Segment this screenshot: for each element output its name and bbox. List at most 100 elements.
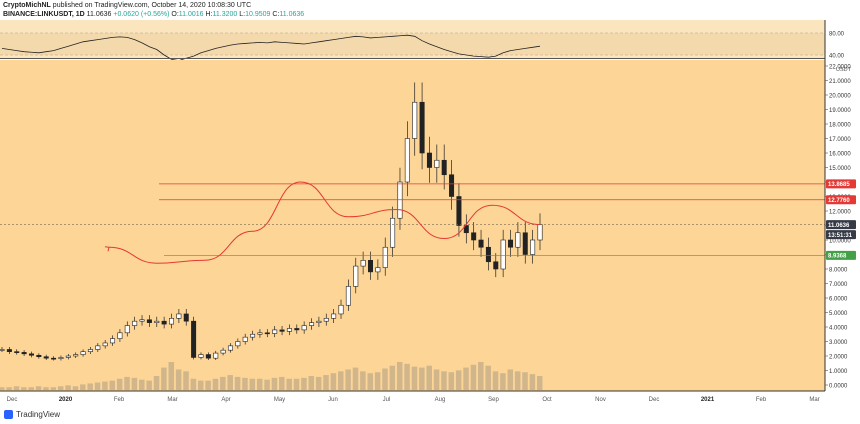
candle [279,329,285,332]
candle [139,319,145,322]
time-tick-label: Feb [756,397,767,403]
volume-bar [183,371,189,390]
price-tick-label: 8.0000 [829,268,848,274]
volume-bar [448,372,455,390]
time-tick-label: 2020 [59,397,73,403]
candle [51,357,57,360]
candle [58,357,64,359]
candle [537,224,543,241]
price-tag [826,230,856,240]
time-axis: Dec 2020 Feb Mar Apr May Jun Jul Aug Sep Oct Nov Dec… [7,397,820,403]
price-tags: 13.8685 12.7760 11.0636 13:51:31 8.9368 [826,179,856,260]
price-tick-label: 0.0000 [829,384,848,390]
time-tick-label: Sep [488,397,499,403]
candle [235,341,241,347]
volume-bar [190,378,197,390]
high-value: 11.3200 [212,11,238,18]
candle [426,152,432,168]
candle [382,246,388,268]
candle [353,265,359,287]
time-scale[interactable] [0,391,860,406]
candle [286,328,292,332]
tradingview-logo[interactable]: TradingView [4,410,60,419]
candle [124,325,130,334]
candle [272,329,278,334]
volume-bar [6,387,12,390]
candle [220,349,226,354]
price-scale[interactable] [825,20,860,406]
time-tick-label: Feb [114,397,125,403]
low-value: 10.9509 [245,11,271,18]
author-name[interactable]: CryptoMichNL [3,2,51,9]
volume-bar [367,373,373,390]
volume-bar [374,372,381,390]
candle [191,320,197,358]
candle [478,239,484,248]
candle [183,313,189,322]
volume-bar [57,386,64,390]
price-tag [826,195,856,205]
candle [360,259,366,267]
price-tick-label: 12.0000 [829,210,851,216]
price-axis: 22.0000 21.0000 20.0000 19.0000 18.0000 17.00… [825,65,852,390]
time-tick-label: Mar [809,397,819,403]
time-tick-label: Dec [649,397,660,403]
time-tick-label: Dec [7,397,18,403]
price-tick-label: 7.0000 [829,282,848,288]
price-tick-label: 2.0000 [829,355,848,361]
time-tick-label: May [274,397,285,403]
volume-bar [463,367,469,390]
candle [14,351,20,353]
volume-bar [411,366,418,390]
time-tick-label: Jul [383,397,391,403]
open-label: O: [171,11,179,18]
time-tick-label: Jun [328,397,338,403]
volume-bar [382,368,388,390]
price-tick-label: 10.0000 [829,239,851,245]
brand-name: TradingView [16,410,61,419]
symbol-info: BINANCE:LINKUSDT, 1D 11.0636 +0.0620 (+0… [3,10,304,19]
projection-layer [104,181,541,264]
price-tag-label: 8.9368 [828,254,847,260]
chart-header: CryptoMichNL published on TradingView.co… [0,0,860,20]
candle [213,352,219,359]
volume-bar [124,376,130,390]
volume-bar [433,369,440,390]
candle [198,354,204,358]
symbol-label[interactable]: BINANCE:LINKUSDT, 1D [3,11,85,18]
price-tag [826,179,856,189]
candle-layer [0,82,543,361]
volume-bar [537,376,543,390]
candle [456,196,462,226]
volume-bar [338,371,344,390]
volume-bar [514,371,521,390]
volume-bar [197,380,204,390]
candle [132,320,138,326]
candle [441,159,447,176]
volume-bar [161,367,167,390]
close-value: 11.0636 [279,11,305,18]
tradingview-icon [4,410,13,419]
volume-bar [301,377,307,390]
candle [154,320,160,323]
volume-bar [65,385,71,390]
volume-bar [470,364,477,390]
price-tick-label: 21.0000 [829,79,851,85]
volume-bar [529,374,536,390]
candle [0,349,5,351]
volume-bar [264,379,270,390]
low-label: L: [239,11,246,18]
candle [227,345,233,351]
price-tag-label: 12.7760 [828,198,850,204]
candle [87,349,93,352]
volume-bar [13,386,20,390]
volume-bar [153,376,160,390]
projection-arrowhead [104,246,110,252]
candle [397,181,403,219]
candle [146,319,152,323]
candle [110,338,116,344]
candle [508,239,514,248]
candle [463,225,469,234]
candle [21,352,27,355]
